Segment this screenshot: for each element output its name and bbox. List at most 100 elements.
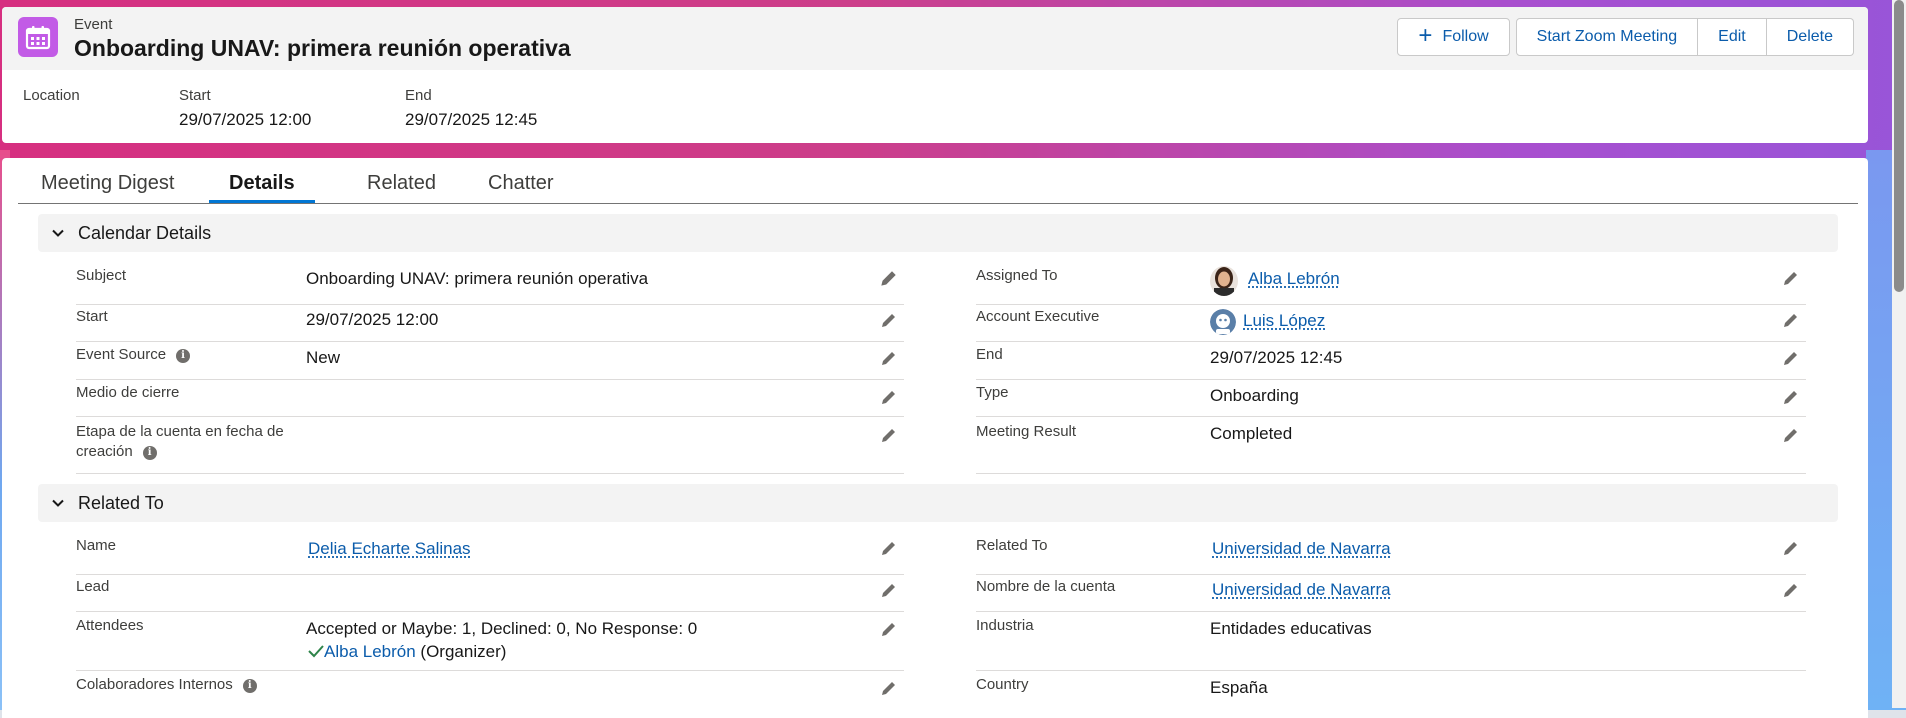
delete-button[interactable]: Delete (1766, 18, 1854, 56)
field-label: Medio de cierre (76, 384, 180, 401)
attendees-summary: Accepted or Maybe: 1, Declined: 0, No Re… (306, 619, 698, 638)
tab-chatter[interactable]: Chatter (488, 172, 554, 194)
chevron-down-icon (50, 495, 66, 511)
avatar-luis-lopez (1210, 309, 1236, 335)
info-icon[interactable]: i (242, 679, 257, 693)
pencil-icon[interactable] (1782, 388, 1800, 406)
section-related-to-header[interactable]: Related To (38, 484, 1838, 522)
tab-meeting-digest[interactable]: Meeting Digest (41, 172, 175, 194)
highlight-location: Location (23, 87, 80, 110)
field-lead: Lead (76, 575, 904, 612)
field-label: Type (976, 384, 1009, 401)
field-label-text: creación (76, 443, 133, 460)
pencil-icon[interactable] (880, 620, 898, 638)
chevron-down-icon (50, 225, 66, 241)
record-header: Event Onboarding UNAV: primera reunión o… (2, 7, 1868, 143)
info-icon[interactable]: i (142, 446, 157, 460)
highlight-start: Start 29/07/2025 12:00 (179, 87, 311, 130)
start-zoom-meeting-button[interactable]: Start Zoom Meeting (1515, 18, 1699, 56)
field-event-source: Event Source i New (76, 342, 904, 380)
field-assigned-to: Assigned To Alba Lebrón (976, 258, 1806, 305)
field-label: End (976, 346, 1003, 363)
field-end: End 29/07/2025 12:45 (976, 342, 1806, 380)
pencil-icon[interactable] (1782, 349, 1800, 367)
attendee-link[interactable]: Alba Lebrón (324, 642, 416, 661)
field-start: Start 29/07/2025 12:00 (76, 305, 904, 342)
field-label: Country (976, 676, 1029, 693)
highlight-end: End 29/07/2025 12:45 (405, 87, 537, 130)
field-value: España (1210, 678, 1268, 697)
field-value: 29/07/2025 12:00 (306, 310, 439, 329)
field-label: Name (76, 537, 117, 554)
field-subject: Subject Onboarding UNAV: primera reunión… (76, 258, 904, 305)
field-label: Etapa de la cuenta en fecha de creación i (76, 422, 284, 462)
account-name-link[interactable]: Universidad de Navarra (1212, 580, 1391, 599)
section-calendar-details-header[interactable]: Calendar Details (38, 214, 1838, 252)
field-label: Assigned To (976, 267, 1058, 284)
header-actions: + Follow Start Zoom Meeting Edit Delete (1397, 18, 1854, 56)
pencil-icon[interactable] (1782, 311, 1800, 329)
field-name: Name Delia Echarte Salinas (76, 528, 904, 575)
pencil-icon[interactable] (880, 581, 898, 599)
info-icon[interactable]: i (176, 349, 191, 363)
field-label: Start (76, 308, 108, 325)
tab-details[interactable]: Details (209, 172, 315, 203)
highlight-label: End (405, 87, 432, 104)
field-label: Meeting Result (976, 423, 1077, 440)
account-executive-link[interactable]: Luis López (1243, 311, 1326, 330)
field-meeting-result: Meeting Result Completed (976, 417, 1806, 474)
scrollbar-track[interactable] (1892, 0, 1906, 708)
field-label: Nombre de la cuenta (976, 578, 1116, 595)
field-nombre-de-la-cuenta: Nombre de la cuenta Universidad de Navar… (976, 575, 1806, 612)
pencil-icon[interactable] (880, 311, 898, 329)
highlight-label: Location (23, 87, 80, 104)
highlight-value: 29/07/2025 12:45 (405, 110, 538, 129)
pencil-icon[interactable] (880, 388, 898, 406)
tab-related[interactable]: Related (367, 172, 436, 194)
name-link[interactable]: Delia Echarte Salinas (308, 539, 471, 558)
tab-bar: Meeting Digest Details Related Chatter (18, 158, 1858, 204)
field-value: Onboarding UNAV: primera reunión operati… (306, 269, 649, 288)
pencil-icon[interactable] (880, 349, 898, 367)
field-value: 29/07/2025 12:45 (1210, 348, 1343, 367)
pencil-icon[interactable] (1782, 426, 1800, 444)
section-title: Related To (78, 492, 164, 513)
field-value: New (306, 348, 341, 367)
field-label: Related To (976, 537, 1048, 554)
field-etapa-cuenta: Etapa de la cuenta en fecha de creación i (76, 417, 904, 474)
highlight-value: 29/07/2025 12:00 (179, 110, 312, 129)
section-title: Calendar Details (78, 222, 212, 243)
pencil-icon[interactable] (880, 539, 898, 557)
check-icon (308, 645, 324, 658)
field-value: Entidades educativas (1210, 619, 1372, 638)
follow-button[interactable]: + Follow (1397, 18, 1510, 56)
field-related-to: Related To Universidad de Navarra (976, 528, 1806, 575)
object-type-label: Event (74, 16, 113, 33)
pencil-icon[interactable] (1782, 539, 1800, 557)
field-value: Completed (1210, 424, 1293, 443)
pencil-icon[interactable] (1782, 269, 1800, 287)
field-label: Colaboradores Internos i (76, 675, 257, 695)
scrollbar-thumb[interactable] (1894, 0, 1904, 292)
related-to-link[interactable]: Universidad de Navarra (1212, 539, 1391, 558)
pencil-icon[interactable] (880, 679, 898, 697)
field-industria: Industria Entidades educativas (976, 612, 1806, 671)
assigned-to-link[interactable]: Alba Lebrón (1248, 269, 1340, 288)
avatar-alba-lebron (1210, 266, 1238, 296)
field-label: Attendees (76, 617, 144, 634)
field-label: Event Source i (76, 345, 191, 365)
attendee-role: (Organizer) (420, 642, 507, 661)
plus-icon: + (1418, 22, 1433, 49)
field-label: Lead (76, 578, 110, 595)
field-label: Account Executive (976, 308, 1100, 325)
field-colaboradores-internos: Colaboradores Internos i (76, 671, 904, 711)
field-label-text: Colaboradores Internos (76, 676, 233, 693)
pencil-icon[interactable] (1782, 581, 1800, 599)
field-attendees: Attendees Accepted or Maybe: 1, Declined… (76, 612, 904, 671)
field-account-executive: Account Executive Luis López (976, 305, 1806, 342)
edit-button[interactable]: Edit (1698, 18, 1767, 56)
pencil-icon[interactable] (880, 269, 898, 287)
record-header-top: Event Onboarding UNAV: primera reunión o… (2, 7, 1868, 70)
attendee-entry: Alba Lebrón (Organizer) (308, 641, 506, 662)
pencil-icon[interactable] (880, 426, 898, 444)
